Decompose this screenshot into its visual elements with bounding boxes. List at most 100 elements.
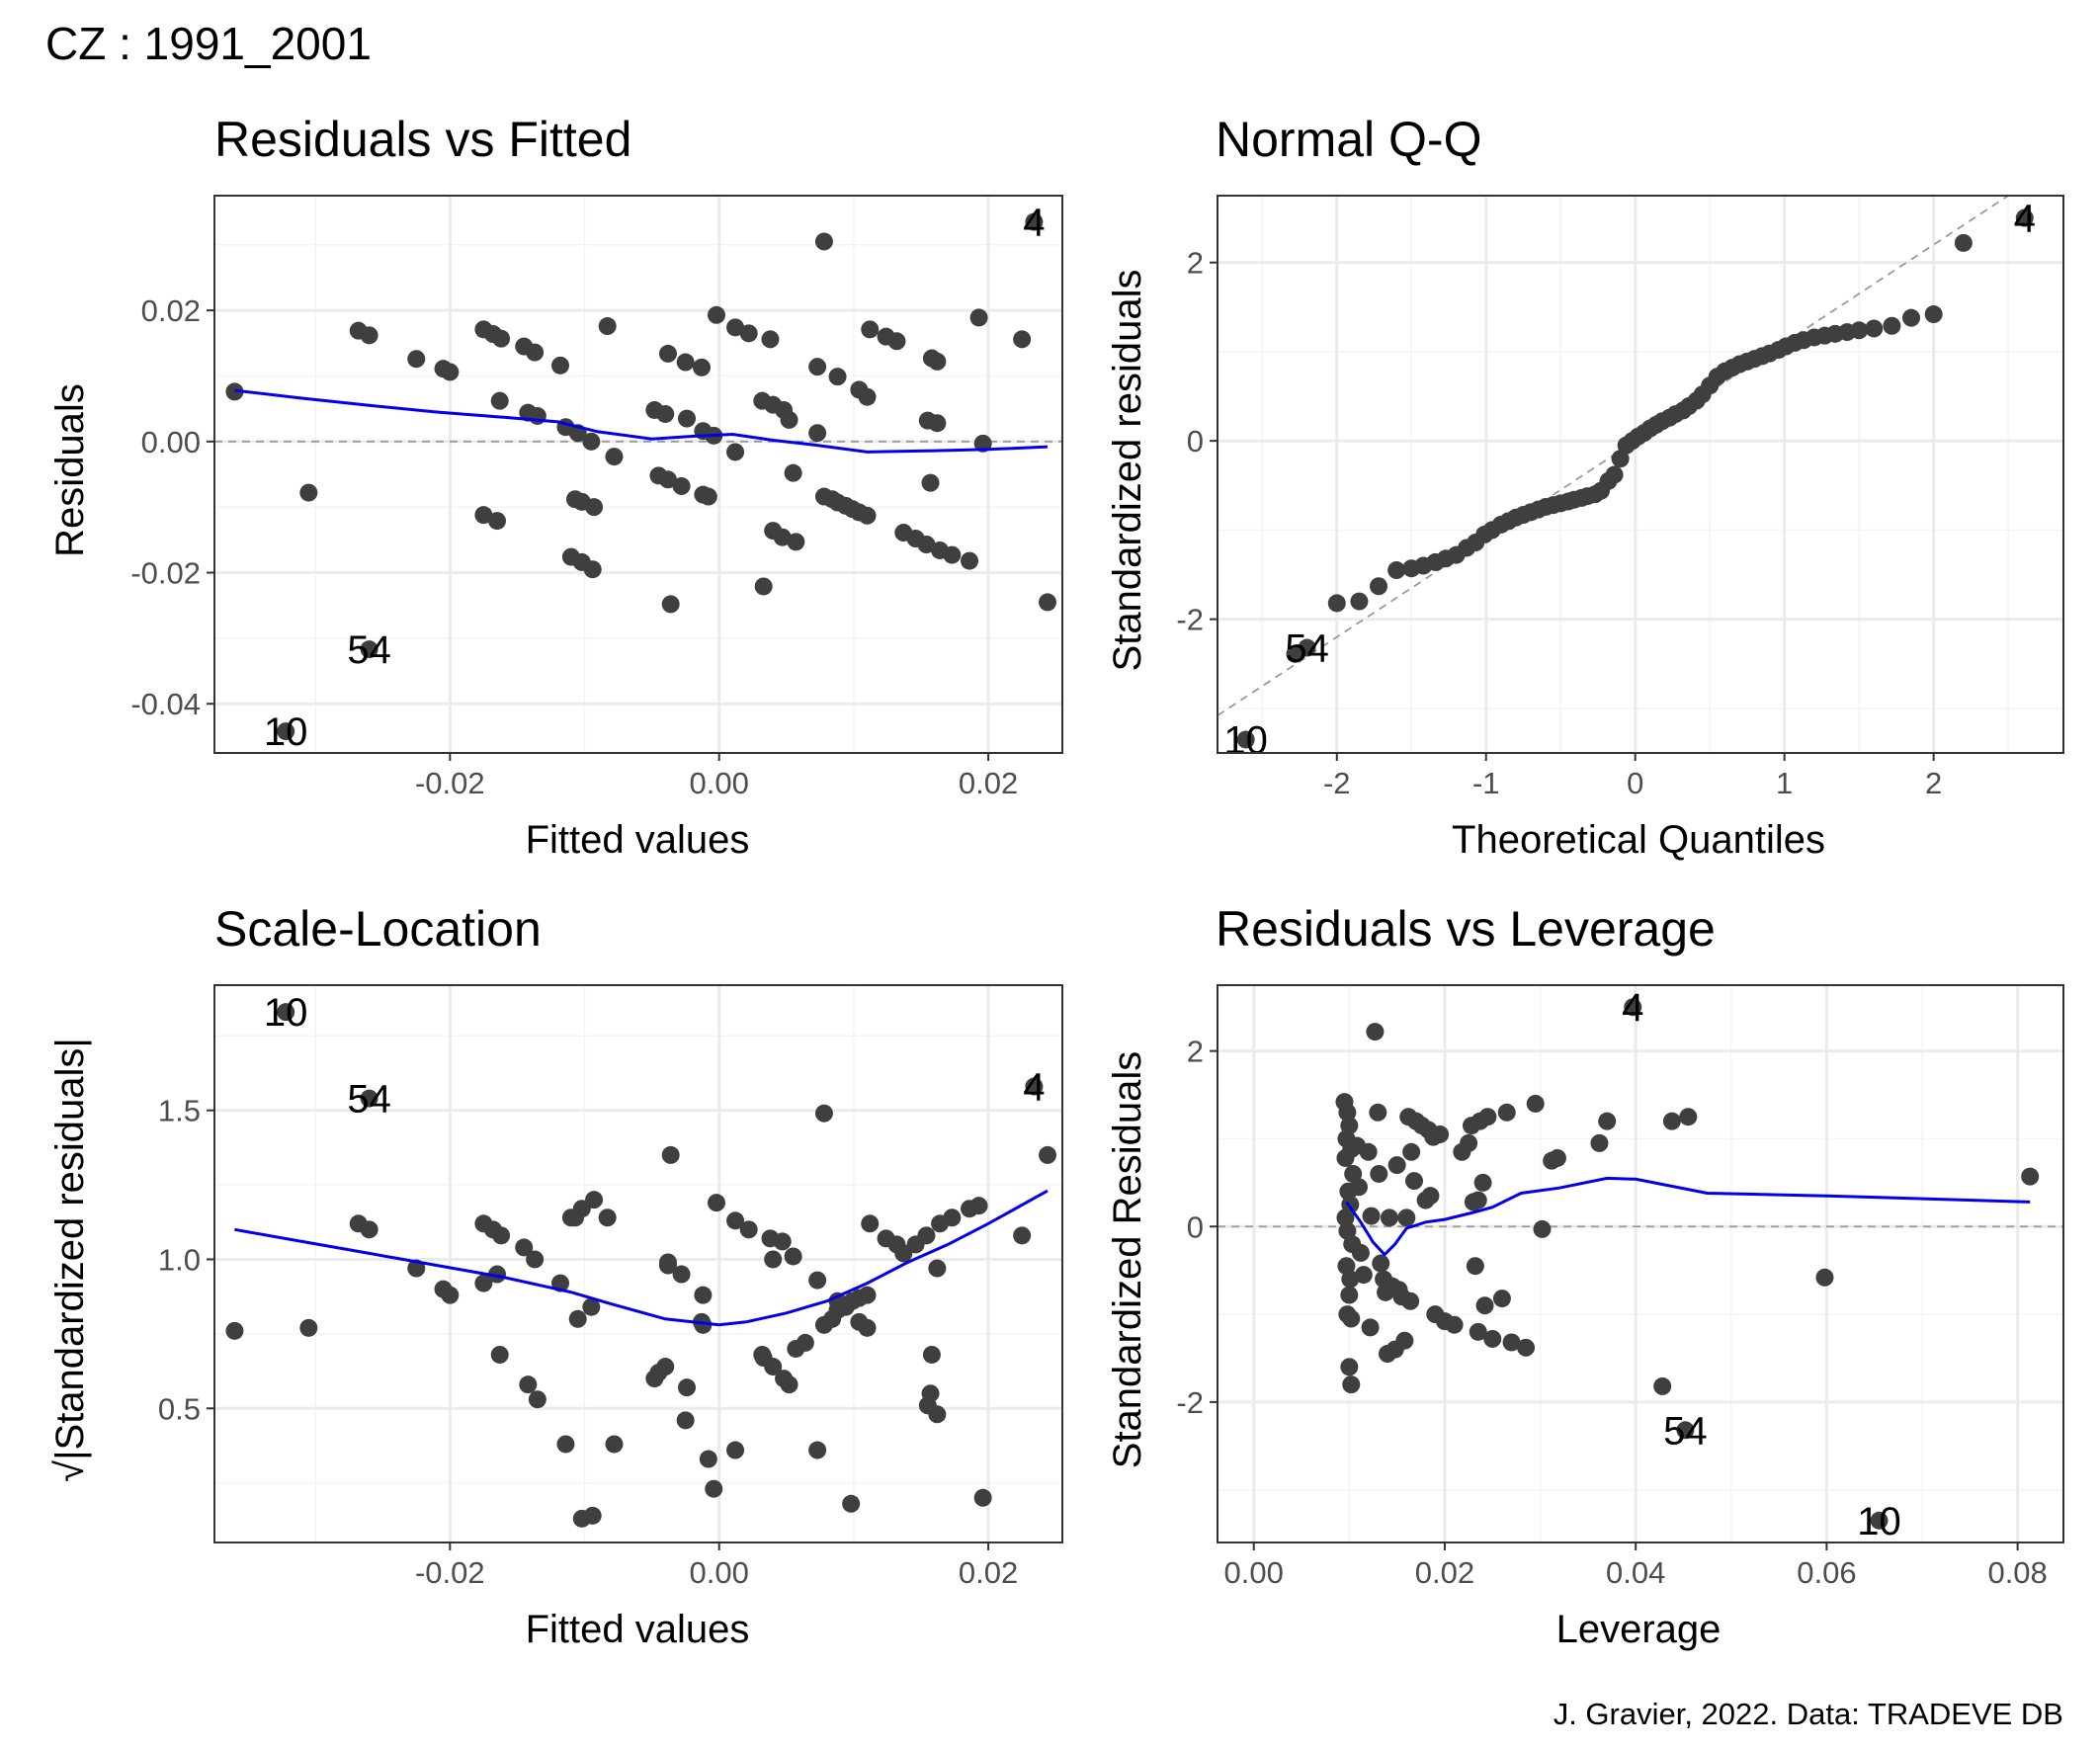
x-tick-label: 1 xyxy=(1776,766,1793,800)
data-point xyxy=(764,1358,783,1376)
data-point xyxy=(551,356,570,375)
point-label: 4 xyxy=(1622,986,1643,1030)
data-point xyxy=(858,1286,877,1304)
data-point xyxy=(568,1309,587,1328)
panel-border xyxy=(1217,984,2064,1543)
panel-border xyxy=(1217,195,2064,754)
data-point xyxy=(1870,1511,1889,1530)
data-point xyxy=(1475,1296,1494,1315)
point-label: 4 xyxy=(1023,1066,1045,1110)
data-point xyxy=(1662,1112,1681,1130)
data-point xyxy=(761,330,780,349)
data-point xyxy=(780,1375,798,1394)
figure-title: CZ : 1991_2001 xyxy=(45,18,372,69)
data-point xyxy=(492,329,511,348)
data-point xyxy=(1611,450,1630,468)
data-point xyxy=(225,1321,244,1340)
data-point xyxy=(1336,1148,1355,1167)
data-point xyxy=(277,722,295,741)
data-point xyxy=(1445,1315,1464,1334)
data-point xyxy=(850,1312,869,1331)
data-point xyxy=(1387,561,1406,580)
data-point xyxy=(1405,1172,1424,1191)
data-point xyxy=(605,1435,624,1454)
y-tick-label: 2 xyxy=(1187,246,1204,281)
qq-reference-line xyxy=(1218,196,2010,716)
data-point xyxy=(1351,1243,1370,1262)
data-point xyxy=(1025,1077,1044,1096)
y-tick-label: 0.02 xyxy=(141,293,201,328)
data-point xyxy=(672,476,691,495)
data-point xyxy=(726,1441,745,1459)
data-point xyxy=(1395,1331,1414,1350)
panel-background xyxy=(1218,196,2063,753)
data-point xyxy=(526,1250,545,1269)
y-tick-label: -2 xyxy=(1176,1385,1204,1420)
data-point xyxy=(1548,1148,1566,1167)
x-tick-label: 0.06 xyxy=(1797,1555,1856,1590)
data-point xyxy=(1421,1187,1440,1206)
x-tick-label: -0.02 xyxy=(415,766,485,800)
x-tick-label: -0.02 xyxy=(415,1555,485,1590)
data-point xyxy=(1013,330,1032,349)
data-point xyxy=(583,1506,602,1525)
y-tick-label: 1.5 xyxy=(158,1094,201,1128)
data-point xyxy=(1350,592,1369,611)
panel-normal-qq: Normal Q-Q Theoretical Quantiles Standar… xyxy=(1106,112,2064,862)
data-point xyxy=(1624,998,1642,1017)
data-point xyxy=(1497,1103,1516,1122)
data-point xyxy=(917,1226,936,1245)
point-label: 10 xyxy=(264,991,308,1035)
data-point xyxy=(1370,1164,1388,1183)
data-point xyxy=(528,1390,546,1409)
x-tick-label: 0 xyxy=(1627,766,1643,800)
data-point xyxy=(1342,1309,1361,1328)
data-point xyxy=(943,1208,962,1227)
y-tick-label: -0.02 xyxy=(130,556,201,591)
data-point xyxy=(1013,1226,1032,1245)
smooth-line xyxy=(234,1189,1049,1327)
data-point xyxy=(360,1220,378,1239)
data-point xyxy=(1466,1257,1484,1276)
y-tick-label: 1.0 xyxy=(158,1242,201,1277)
data-point xyxy=(764,1250,783,1269)
x-tick-label: 0.02 xyxy=(959,766,1018,800)
data-point xyxy=(814,1104,833,1123)
data-point xyxy=(861,1214,880,1233)
data-point xyxy=(556,1435,575,1454)
x-tick-label: -1 xyxy=(1472,766,1500,800)
data-point xyxy=(1338,1103,1357,1122)
x-tick-label: -2 xyxy=(1323,766,1351,800)
data-point xyxy=(678,1378,697,1397)
data-point xyxy=(1349,1178,1368,1197)
data-point xyxy=(515,1238,534,1257)
data-point xyxy=(678,409,697,428)
data-point xyxy=(605,448,624,466)
data-point xyxy=(1850,321,1869,340)
point-label: 54 xyxy=(1285,627,1329,671)
data-point xyxy=(1340,1358,1359,1376)
x-tick-label: 0.02 xyxy=(959,1555,1018,1590)
data-point xyxy=(528,406,546,425)
data-point xyxy=(1815,1268,1834,1287)
data-point xyxy=(1453,1142,1471,1161)
y-axis-label: √|Standardized residuals| xyxy=(48,1038,92,1482)
x-tick-label: 0.00 xyxy=(690,766,749,800)
smooth-line xyxy=(234,388,1049,454)
smooth-line xyxy=(1345,1176,2031,1257)
data-point xyxy=(754,577,773,596)
data-point xyxy=(1526,1094,1545,1113)
point-label: 4 xyxy=(1023,202,1045,245)
data-point xyxy=(842,1494,861,1513)
data-point xyxy=(705,1479,723,1498)
panel-background xyxy=(214,196,1062,753)
data-point xyxy=(1598,1112,1617,1130)
panel-border xyxy=(213,195,1063,754)
data-point xyxy=(1039,593,1057,612)
data-point xyxy=(928,1405,947,1424)
data-point xyxy=(921,1384,940,1403)
data-point xyxy=(1469,1322,1487,1341)
data-point xyxy=(1533,1219,1552,1238)
data-point xyxy=(1469,1191,1487,1209)
data-point xyxy=(492,1226,511,1245)
